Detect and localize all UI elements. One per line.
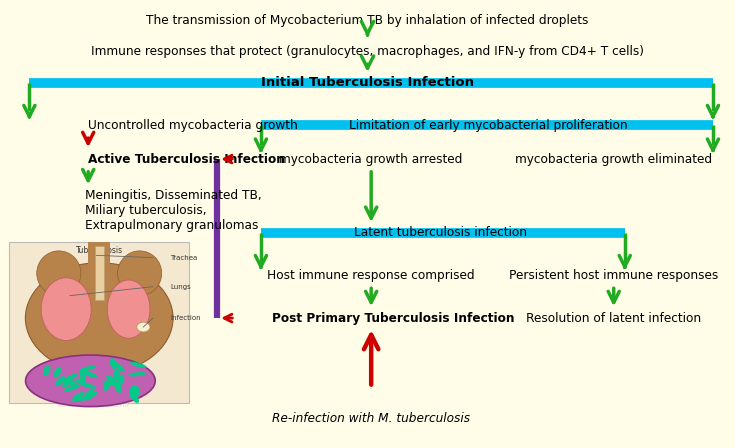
Text: Host immune response comprised: Host immune response comprised: [268, 269, 475, 282]
Text: Active Tuberculosis Infection: Active Tuberculosis Infection: [88, 152, 285, 166]
Text: Resolution of latent infection: Resolution of latent infection: [526, 311, 701, 325]
Ellipse shape: [26, 355, 155, 407]
Text: Limitation of early mycobacterial proliferation: Limitation of early mycobacterial prolif…: [349, 119, 628, 132]
Text: Persistent host immune responses: Persistent host immune responses: [509, 269, 718, 282]
Ellipse shape: [82, 371, 98, 378]
Ellipse shape: [131, 392, 139, 403]
Ellipse shape: [79, 370, 86, 382]
Text: Infection: Infection: [171, 315, 201, 321]
Ellipse shape: [64, 385, 80, 391]
Ellipse shape: [43, 365, 51, 376]
Ellipse shape: [118, 251, 162, 296]
Text: Trachea: Trachea: [171, 254, 198, 261]
Bar: [95, 246, 104, 300]
Ellipse shape: [72, 392, 85, 401]
Ellipse shape: [103, 380, 110, 391]
Text: Latent tuberculosis infection: Latent tuberculosis infection: [354, 226, 528, 240]
Ellipse shape: [107, 280, 150, 338]
Text: Immune responses that protect (granulocytes, macrophages, and IFN-y from CD4+ T : Immune responses that protect (granulocy…: [91, 45, 644, 58]
Ellipse shape: [118, 375, 124, 386]
Ellipse shape: [84, 389, 94, 399]
Text: mycobacteria growth eliminated: mycobacteria growth eliminated: [515, 152, 712, 166]
Ellipse shape: [79, 366, 96, 371]
Ellipse shape: [137, 322, 150, 332]
Ellipse shape: [41, 278, 91, 340]
Ellipse shape: [64, 378, 77, 387]
Text: mycobacteria growth arrested: mycobacteria growth arrested: [279, 152, 463, 166]
Ellipse shape: [37, 251, 81, 296]
Ellipse shape: [110, 358, 117, 369]
Ellipse shape: [128, 372, 146, 376]
Ellipse shape: [113, 362, 125, 372]
Text: Meningitis, Disseminated TB,
Miliary tuberculosis,
Extrapulmonary granulomas: Meningitis, Disseminated TB, Miliary tub…: [85, 189, 261, 232]
Text: Lungs: Lungs: [171, 284, 191, 290]
Ellipse shape: [129, 386, 136, 396]
Ellipse shape: [54, 367, 62, 378]
Text: Re-infection with M. tuberculosis: Re-infection with M. tuberculosis: [272, 412, 470, 426]
Text: Post Primary Tuberculosis Infection: Post Primary Tuberculosis Infection: [272, 311, 514, 325]
Ellipse shape: [73, 396, 90, 401]
Ellipse shape: [104, 381, 122, 387]
Text: Initial Tuberculosis Infection: Initial Tuberculosis Infection: [261, 76, 474, 90]
Text: Tuberculosis: Tuberculosis: [76, 246, 123, 255]
Ellipse shape: [129, 388, 136, 400]
Ellipse shape: [106, 375, 118, 385]
Ellipse shape: [64, 374, 78, 382]
Ellipse shape: [62, 377, 73, 388]
Ellipse shape: [133, 385, 140, 396]
Bar: [88, 242, 110, 264]
Ellipse shape: [114, 382, 122, 393]
FancyBboxPatch shape: [10, 242, 190, 403]
Ellipse shape: [26, 263, 173, 373]
Ellipse shape: [55, 376, 65, 386]
Ellipse shape: [84, 392, 97, 401]
Ellipse shape: [80, 382, 96, 389]
Ellipse shape: [74, 379, 89, 387]
Text: Uncontrolled mycobacteria growth: Uncontrolled mycobacteria growth: [88, 119, 298, 132]
Text: The transmission of Mycobacterium TB by inhalation of infected droplets: The transmission of Mycobacterium TB by …: [146, 13, 589, 27]
Ellipse shape: [130, 362, 146, 368]
Ellipse shape: [112, 369, 120, 380]
Text: Tuberculosis bacteria: Tuberculosis bacteria: [55, 402, 129, 409]
